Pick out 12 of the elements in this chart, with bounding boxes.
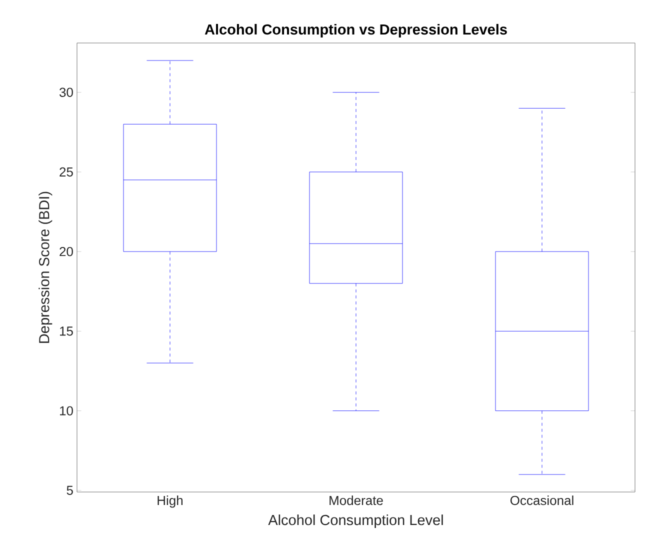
y-tick-label: 20: [60, 246, 73, 256]
y-tick-label: 5: [66, 486, 73, 495]
x-axis-title: Alcohol Consumption Level: [268, 514, 443, 528]
y-tick-label: 15: [60, 326, 73, 336]
x-tick-label: High: [158, 496, 183, 508]
y-tick-label: 25: [60, 167, 73, 177]
x-tick-label: Moderate: [330, 496, 383, 506]
y-tick-label: 30: [60, 88, 73, 97]
y-tick-label: 10: [60, 406, 73, 416]
x-tick-label: Occasional: [510, 496, 574, 506]
chart-title: Alcohol Consumption vs Depression Levels: [204, 24, 507, 38]
y-axis-title: Depression Score (BDI): [38, 192, 52, 343]
